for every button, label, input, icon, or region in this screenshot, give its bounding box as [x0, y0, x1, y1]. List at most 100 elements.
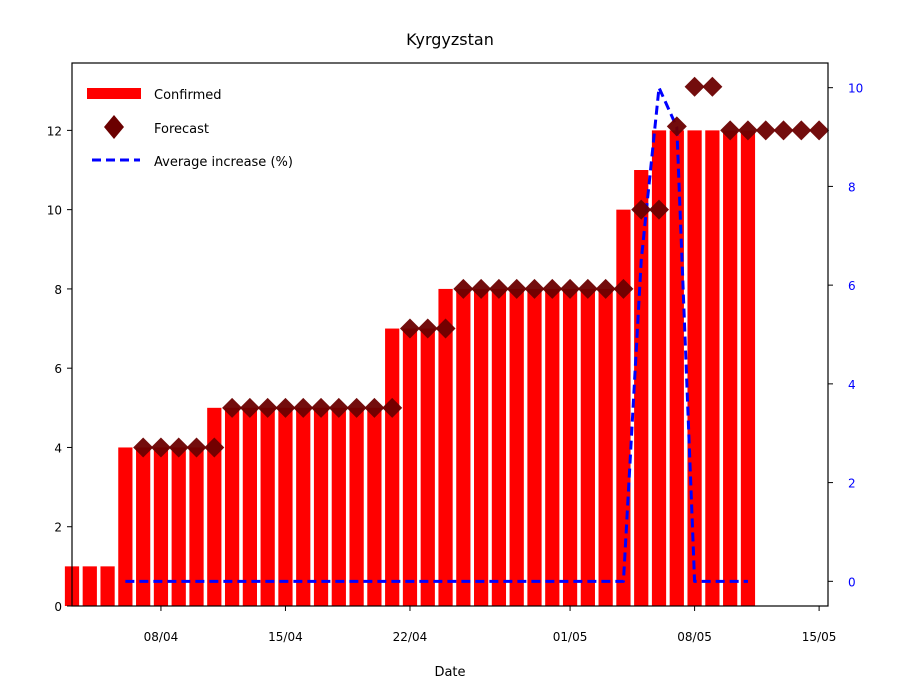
forecast-marker-26 — [595, 278, 616, 299]
forecast-marker-23 — [542, 278, 563, 299]
x-tick-label-4: 08/05 — [677, 630, 712, 644]
x-tick-label-0: 08/04 — [144, 630, 179, 644]
confirmed-bar-7 — [189, 447, 204, 606]
y-tick-label-left-4: 8 — [54, 283, 62, 297]
forecast-marker-13 — [364, 397, 385, 418]
plot-frame — [71, 62, 829, 607]
x-tick-label-3: 01/05 — [553, 630, 588, 644]
forecast-marker-10 — [311, 397, 332, 418]
x-tick-label-5: 15/05 — [802, 630, 837, 644]
forecast-marker-30 — [666, 116, 687, 137]
y-tick-label-right-5: 10 — [848, 82, 863, 96]
forecast-marker-21 — [506, 278, 527, 299]
forecast-marker-5 — [222, 397, 243, 418]
forecast-marker-19 — [471, 278, 492, 299]
confirmed-bar-22 — [456, 288, 471, 606]
confirmed-bar-30 — [598, 288, 613, 606]
legend-swatch-confirmed — [87, 88, 141, 99]
forecast-marker-1 — [150, 437, 171, 458]
y-tick-label-left-6: 12 — [47, 124, 62, 138]
confirmed-bar-24 — [491, 288, 507, 606]
y-tick-label-right-1: 2 — [848, 477, 856, 491]
confirmed-bar-31 — [616, 209, 631, 606]
y-tick-label-right-2: 4 — [848, 378, 856, 392]
confirmed-bar-13 — [296, 407, 311, 606]
forecast-marker-7 — [257, 397, 278, 418]
y-tick-label-left-1: 2 — [54, 521, 62, 535]
chart-title: Kyrgyzstan — [406, 30, 494, 49]
forecast-marker-37 — [791, 120, 812, 141]
forecast-marker-35 — [755, 120, 776, 141]
confirmed-bar-19 — [402, 328, 418, 606]
confirmed-bar-6 — [171, 447, 186, 606]
x-tick-label-2: 22/04 — [393, 630, 428, 644]
y-tick-label-left-0: 0 — [54, 600, 62, 614]
confirmed-bar-37 — [723, 130, 738, 606]
confirmed-bar-12 — [278, 407, 293, 606]
x-axis: 08/04 15/04 22/04 01/05 08/05 15/05 — [144, 606, 837, 644]
confirmed-bar-5 — [153, 447, 169, 606]
forecast-marker-18 — [453, 278, 474, 299]
average-increase-line — [125, 86, 748, 583]
y-tick-label-right-3: 6 — [848, 279, 856, 293]
forecast-marker-11 — [328, 397, 349, 418]
confirmed-bar-27 — [545, 288, 560, 606]
forecast-marker-2 — [168, 437, 189, 458]
forecast-markers — [133, 76, 830, 458]
confirmed-bar-25 — [509, 288, 524, 606]
forecast-marker-38 — [809, 120, 830, 141]
confirmed-bar-28 — [562, 288, 578, 606]
forecast-marker-20 — [488, 278, 509, 299]
forecast-marker-12 — [346, 397, 367, 418]
average-increase-polyline — [125, 86, 748, 583]
forecast-marker-3 — [186, 437, 207, 458]
forecast-marker-22 — [524, 278, 545, 299]
legend-swatch-forecast — [104, 115, 124, 139]
forecast-marker-27 — [613, 278, 634, 299]
forecast-marker-31 — [684, 76, 705, 97]
y-tick-label-left-5: 10 — [47, 204, 62, 218]
confirmed-bar-33 — [651, 130, 667, 606]
confirmed-bar-20 — [420, 328, 435, 606]
confirmed-bar-23 — [474, 288, 489, 606]
confirmed-bar-10 — [242, 407, 257, 606]
confirmed-bar-8 — [207, 407, 222, 606]
confirmed-bar-3 — [118, 447, 133, 606]
forecast-marker-8 — [275, 397, 296, 418]
y-axis-right: 0 2 4 6 8 10 — [828, 82, 863, 589]
confirmed-bar-17 — [367, 407, 382, 606]
confirmed-bar-16 — [349, 407, 364, 606]
forecast-marker-24 — [560, 278, 581, 299]
forecast-marker-32 — [702, 76, 723, 97]
forecast-marker-9 — [293, 397, 314, 418]
forecast-marker-17 — [435, 318, 456, 339]
confirmed-bar-38 — [740, 130, 756, 606]
confirmed-bar-29 — [580, 288, 595, 606]
forecast-marker-16 — [417, 318, 438, 339]
confirmed-bar-36 — [705, 130, 720, 606]
forecast-marker-0 — [133, 437, 154, 458]
forecast-marker-4 — [204, 437, 225, 458]
forecast-marker-25 — [577, 278, 598, 299]
confirmed-bar-34 — [669, 130, 684, 606]
legend: Confirmed Forecast Average increase (%) — [87, 88, 293, 170]
forecast-marker-15 — [399, 318, 420, 339]
confirmed-bar-15 — [331, 407, 346, 606]
confirmed-bar-2 — [100, 566, 115, 606]
forecast-marker-6 — [239, 397, 260, 418]
x-tick-label-1: 15/04 — [268, 630, 303, 644]
forecast-marker-36 — [773, 120, 794, 141]
forecast-marker-14 — [382, 397, 403, 418]
forecast-marker-34 — [737, 120, 758, 141]
confirmed-bar-32 — [634, 170, 649, 606]
y-axis-left: 0 2 4 6 8 10 12 — [47, 124, 72, 614]
confirmed-bar-26 — [527, 288, 542, 606]
y-tick-label-left-3: 6 — [54, 362, 62, 376]
confirmed-bars — [64, 130, 756, 606]
confirmed-bar-4 — [136, 447, 151, 606]
legend-label-forecast: Forecast — [154, 122, 209, 137]
confirmed-bar-9 — [224, 407, 240, 606]
confirmed-bar-18 — [385, 328, 400, 606]
confirmed-bar-21 — [438, 288, 453, 606]
